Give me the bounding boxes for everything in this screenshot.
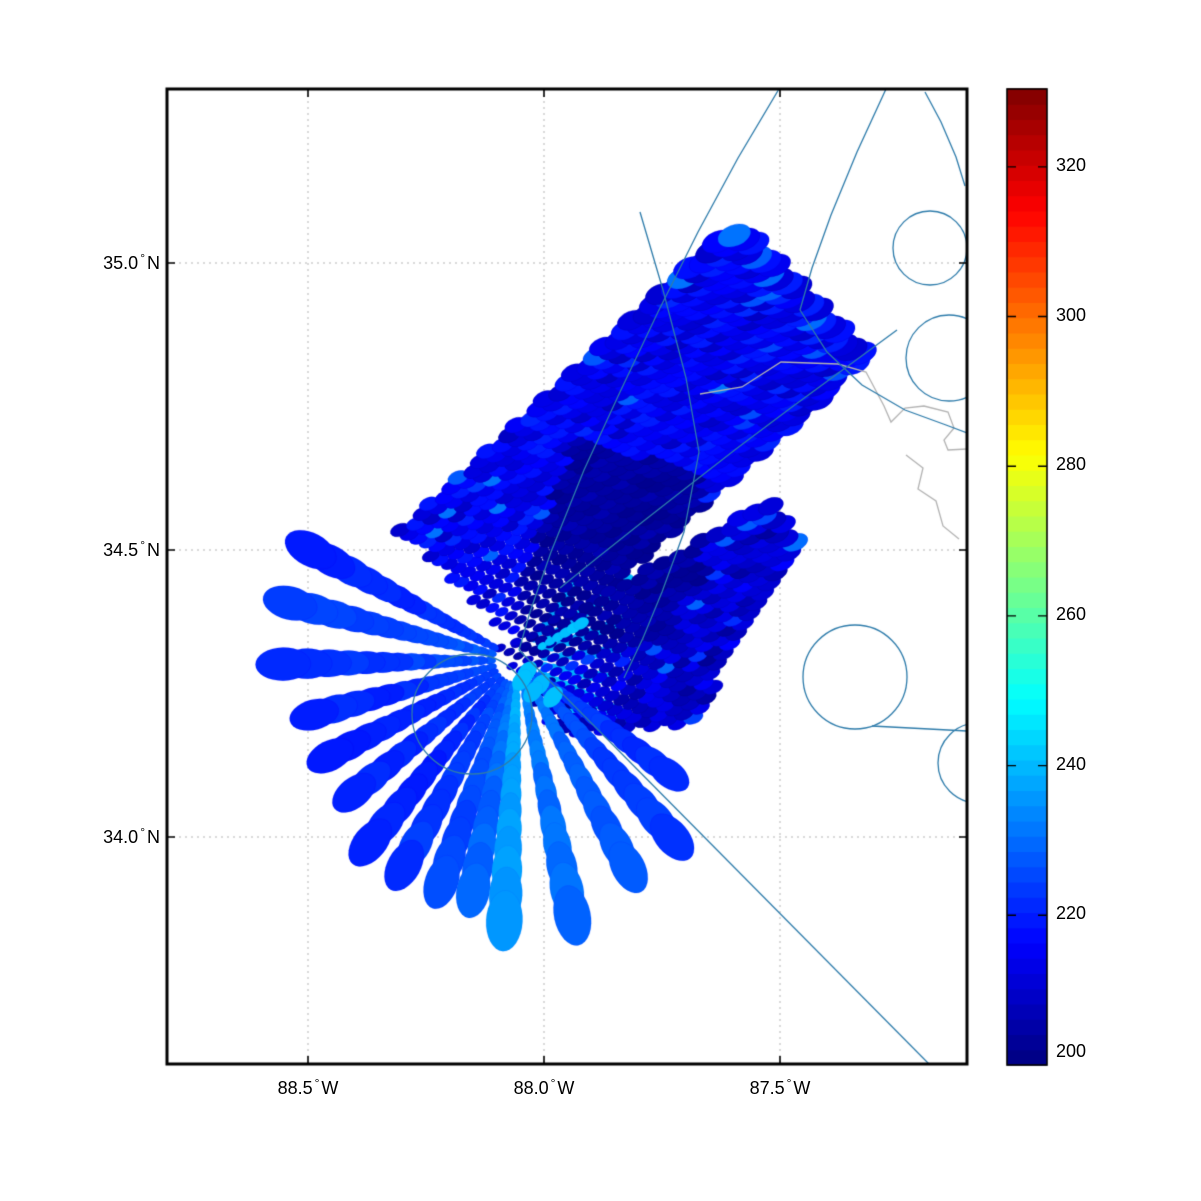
colorbar-tick-label: 240 <box>1056 753 1087 774</box>
y-tick-label: 34.0 ° N <box>103 825 160 847</box>
y-tick-label: 34.5 ° N <box>103 538 160 560</box>
colorbar-tick-label: 200 <box>1056 1041 1087 1061</box>
colorbar-tick-label: 220 <box>1056 903 1087 924</box>
x-tick-label: 88.5 ° W <box>277 1076 339 1098</box>
x-tick-label: 88.0 ° W <box>513 1076 575 1098</box>
colorbar-tick-label: 320 <box>1056 154 1087 175</box>
y-tick-label: 35.0 ° N <box>103 251 160 273</box>
x-tick-label: 87.5 ° W <box>749 1076 811 1098</box>
colorbar-tick-label: 300 <box>1056 304 1087 325</box>
colorbar-tick-label: 260 <box>1056 603 1087 624</box>
colorbar-tick-label: 280 <box>1056 454 1087 475</box>
